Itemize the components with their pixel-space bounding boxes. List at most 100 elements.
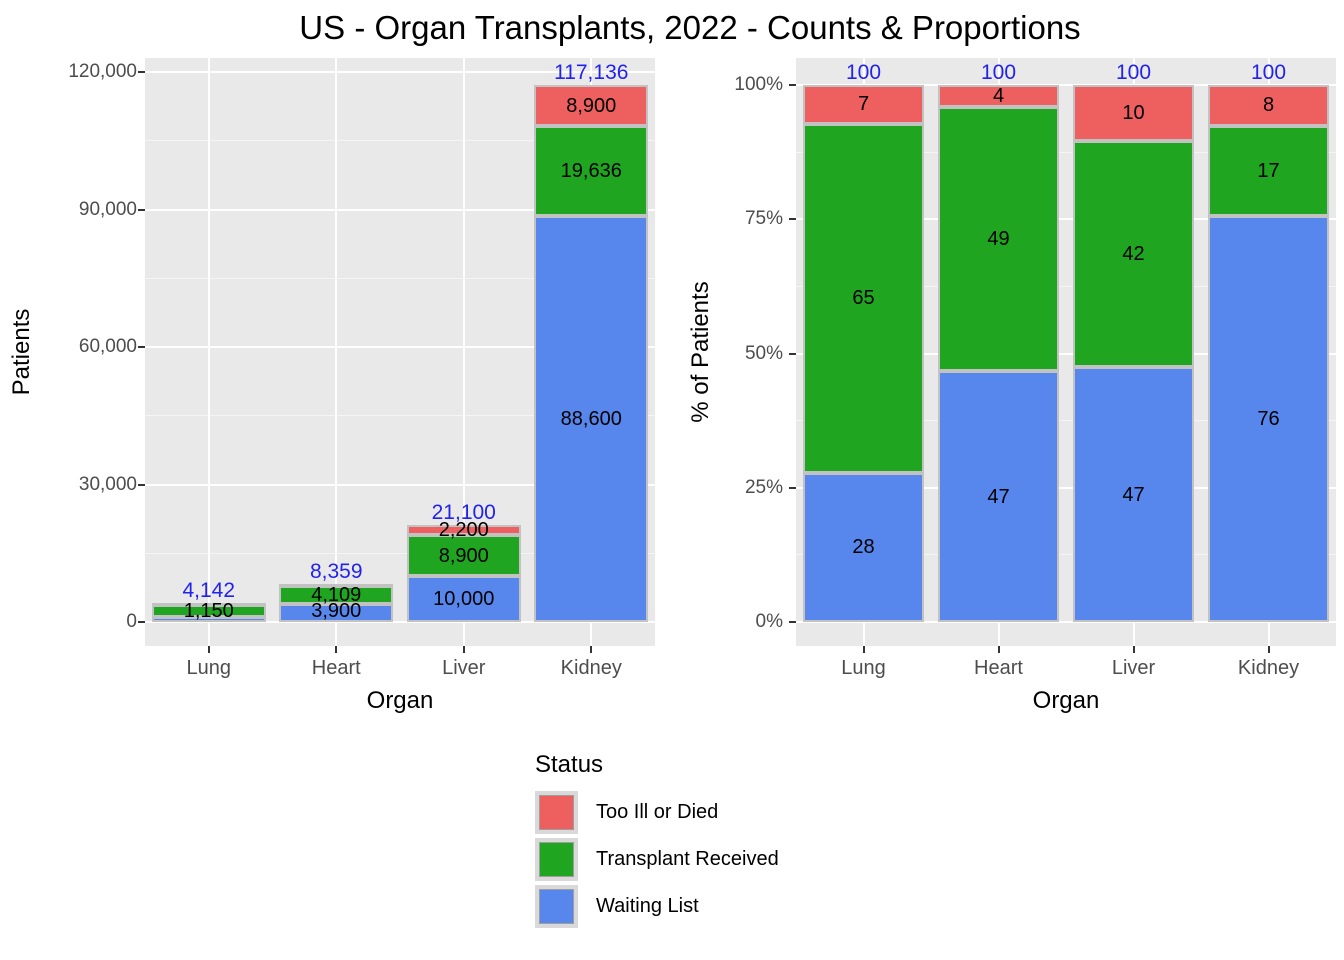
y-tick-mark: [138, 621, 145, 623]
left-y-axis-title: Patients: [8, 308, 35, 396]
bar-total-label: 117,136: [554, 61, 629, 85]
bar-segment: [803, 123, 924, 473]
y-tick-label: 120,000: [68, 61, 137, 82]
legend-item-label: Too Ill or Died: [596, 801, 719, 823]
legend-item: Too Ill or Died: [535, 791, 779, 834]
bar-value-label: 3,900: [311, 600, 362, 622]
minor-gridline: [145, 552, 655, 554]
bar-segment: [406, 535, 521, 577]
x-tick-label: Lung: [186, 657, 232, 679]
x-tick-mark: [462, 646, 465, 653]
left-x-axis-title: Organ: [366, 687, 434, 714]
right-x-axis-title: Organ: [1032, 687, 1100, 714]
bar-value-label: 8,900: [566, 94, 617, 117]
bar-segment: [938, 85, 1059, 108]
major-gridline: [145, 621, 655, 623]
bar-segment: [534, 215, 649, 622]
bar-segment: [534, 85, 649, 126]
bar-value-label: 10,000: [433, 588, 495, 611]
x-tick-mark: [335, 646, 338, 653]
bar-total-label: 4,142: [182, 579, 236, 603]
bar-segment: [938, 107, 1059, 372]
major-gridline: [796, 486, 1336, 489]
legend-item: Waiting List: [535, 885, 779, 928]
legend-key-swatch-icon: [535, 791, 578, 834]
bar-segment: [279, 604, 394, 622]
x-tick-label: Lung: [841, 657, 886, 679]
bar-segment: [803, 85, 924, 124]
bar-segment: [1208, 125, 1329, 216]
legend-key-swatch-icon: [535, 838, 578, 881]
bar-value-label: 47: [1122, 483, 1145, 506]
bar-value-label: 88,600: [560, 407, 622, 430]
y-tick-mark: [789, 84, 796, 86]
bar-segment: [1208, 216, 1329, 622]
y-tick-label: 60,000: [78, 336, 137, 357]
x-tick-mark: [997, 646, 1000, 653]
legend-key-fill: [539, 889, 574, 924]
major-gridline: [796, 218, 1336, 221]
bar-value-label: 10: [1122, 101, 1145, 124]
x-major-gridline: [335, 58, 338, 646]
bar-value-label: 1,150: [183, 600, 234, 622]
y-tick-label: 25%: [744, 476, 783, 498]
bar-segment: [151, 616, 266, 622]
bar-value-label: 76: [1257, 408, 1280, 430]
bar-segment: [406, 525, 521, 536]
major-gridline: [796, 352, 1336, 355]
bar-segment: [1073, 140, 1194, 368]
bar-value-label: 4,109: [311, 583, 362, 606]
major-gridline: [145, 483, 655, 486]
x-major-gridline: [462, 58, 465, 646]
x-tick-mark: [1267, 646, 1270, 653]
bar-value-label: 8: [1262, 94, 1275, 117]
bar-segment: [1073, 367, 1194, 622]
bar-total-label: 100: [845, 61, 882, 84]
x-major-gridline: [207, 58, 210, 646]
legend-key-swatch-icon: [535, 885, 578, 928]
y-tick-mark: [138, 346, 145, 348]
x-tick-label: Kidney: [1237, 657, 1300, 679]
x-tick-label: Heart: [311, 657, 361, 679]
x-tick-mark: [207, 646, 210, 653]
bar-segment: [534, 125, 649, 216]
bar-value-label: 19,636: [560, 159, 622, 182]
bar-total-label: 100: [1115, 61, 1152, 84]
major-gridline: [796, 621, 1336, 623]
legend: Status Too Ill or Died Transplant Receive…: [535, 751, 779, 932]
bar-segment: [1073, 85, 1194, 141]
bar-total-label: 8,359: [309, 559, 363, 583]
legend-item-label: Waiting List: [596, 895, 699, 917]
minor-gridline: [145, 140, 655, 142]
bar-value-label: 2,200: [438, 519, 489, 542]
y-tick-label: 0: [126, 611, 137, 632]
legend-item: Transplant Received: [535, 838, 779, 881]
x-tick-mark: [590, 646, 593, 653]
legend-item-label: Transplant Received: [596, 848, 779, 870]
bar-value-label: 8,900: [438, 544, 489, 567]
y-tick-label: 90,000: [78, 198, 137, 220]
bar-total-label: 100: [980, 61, 1017, 84]
x-tick-label: Liver: [442, 657, 486, 679]
minor-gridline: [796, 554, 1336, 556]
bar-value-label: 17: [1257, 159, 1280, 182]
minor-gridline: [145, 415, 655, 417]
major-gridline: [145, 346, 655, 348]
major-gridline: [145, 71, 655, 73]
y-tick-mark: [789, 621, 796, 623]
bar-value-label: 4: [992, 85, 1005, 107]
bar-value-label: 28: [852, 536, 875, 559]
y-tick-label: 0%: [755, 611, 783, 632]
bar-segment: [279, 583, 394, 588]
minor-gridline: [796, 420, 1336, 422]
chart-title: US - Organ Transplants, 2022 - Counts & …: [299, 9, 1081, 46]
legend-key-fill: [539, 842, 574, 877]
bar-value-label: 42: [1122, 243, 1145, 266]
minor-gridline: [796, 151, 1336, 153]
legend-key-fill: [539, 795, 574, 830]
bar-value-label: 49: [987, 228, 1010, 251]
major-gridline: [796, 84, 1336, 86]
bar-segment: [803, 472, 924, 622]
y-tick-label: 75%: [744, 208, 783, 230]
